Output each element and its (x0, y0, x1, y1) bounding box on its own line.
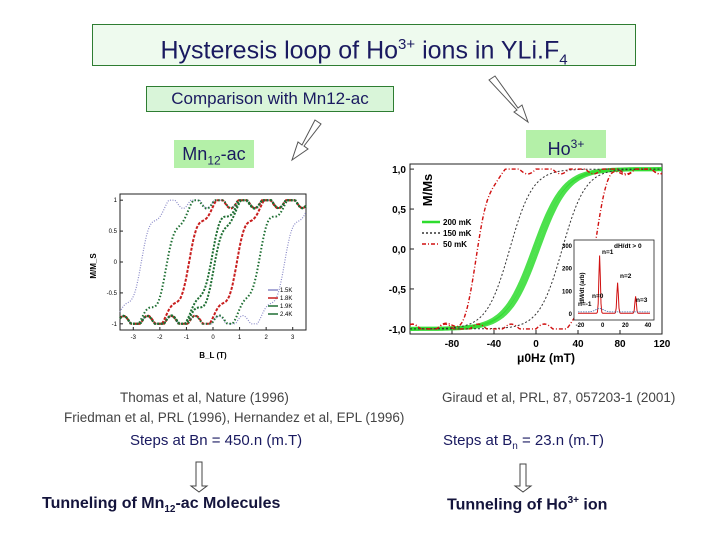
slide-title: Hysteresis loop of Ho3+ ions in YLi.F4 (92, 24, 636, 69)
mn-curve-1.8K (119, 199, 307, 325)
ho-legend-label: 50 mK (443, 240, 467, 249)
mn12-label-sub: 12 (207, 153, 221, 168)
mn-curve-1.5K (119, 199, 307, 313)
mn-curve-1.8K (119, 199, 307, 325)
ho-tunneling-conclusion: Tunneling of Ho3+ ion (447, 495, 607, 514)
ho-hysteresis-chart: -80 -40 0 40 80 120 1,0 0,5 0,0 -0,5 -1,0 200 mK 15… (389, 163, 671, 365)
mn-ytick-label: -0.5 (107, 291, 118, 297)
ho-xtick-label: -40 (487, 339, 502, 350)
arrow-to-ho-chart (488, 75, 529, 124)
ho-label: Ho3+ (526, 130, 606, 159)
ho-inset-frame (573, 239, 655, 321)
ho-label-sup: 3+ (570, 137, 585, 151)
mn-legend-label: 2.4K (280, 312, 292, 318)
arrow-to-mn-chart (291, 119, 322, 162)
ho-xtick-label: 40 (572, 339, 584, 350)
mn12-hysteresis-chart: -3 -2 -1 0 1 2 3 1 0.5 0 -0.5 -1 1.5K 1.8K 1.9K 2.4K M… (89, 193, 307, 360)
ho-label-prefix: Ho (547, 139, 571, 159)
mn-conclusion-prefix: Tunneling of Mn (42, 495, 165, 512)
mn-steps: Steps at Bn = 450.n (m.T) (130, 432, 303, 449)
ho-xtick-label: 0 (533, 339, 539, 350)
mn-xtick-label: -1 (184, 335, 190, 341)
ho-inset-annotation: n=1 (602, 249, 614, 256)
ho-xtick-label: 120 (654, 339, 671, 350)
title-sup: 3+ (398, 36, 416, 53)
ho-ytick-label: 0,0 (392, 245, 406, 256)
ho-conclusion-sup: 3+ (567, 495, 579, 506)
ho-xlabel: μ0Hz (mT) (517, 351, 575, 365)
ho-inset-xtick-label: 20 (622, 323, 629, 329)
mn-plot-frame (119, 193, 307, 331)
ho-steps-sub: n (512, 441, 518, 452)
mn-ytick-label: -1 (112, 322, 118, 328)
ho-ytick-label: -1,0 (389, 325, 407, 336)
comparison-label: Comparison with Mn12-ac (146, 86, 394, 112)
mn-reference-2: Friedman et al, PRL (1996), Hernandez et… (64, 410, 405, 425)
mn-legend-label: 1.8K (280, 296, 292, 302)
ho-inset-xtick-label: 0 (601, 323, 605, 329)
ho-inset-annotation: n=3 (636, 297, 648, 304)
ho-curve-150 mK (410, 168, 662, 330)
ho-ylabel: M/Ms (420, 174, 435, 207)
ho-inset-xtick-label: 40 (645, 323, 652, 329)
ho-xtick-label: -80 (445, 339, 460, 350)
title-middle: ions in YLi.F (415, 36, 560, 65)
mn-xtick-label: 3 (291, 335, 295, 341)
ho-ytick-label: 1,0 (392, 165, 406, 176)
mn12-label-suffix: -ac (220, 144, 246, 164)
mn-xtick-label: 1 (238, 335, 242, 341)
ho-inset-annotation: n=-1 (578, 301, 592, 308)
ho-inset-curve (578, 255, 650, 314)
ho-inset-annotation: n=2 (620, 273, 632, 280)
mn12-label-prefix: Mn (182, 144, 208, 164)
ho-legend-label: 200 mK (443, 218, 472, 227)
mn-legend-label: 1.5K (280, 288, 292, 294)
title-sub: 4 (559, 51, 568, 69)
ho-curve-50 mK (409, 168, 663, 330)
mn-conclusion-suffix: -ac Molecules (175, 495, 281, 512)
ho-reference: Giraud et al, PRL, 87, 057203-1 (2001) (442, 390, 676, 405)
arrow-down-mn (189, 461, 209, 493)
ho-inset-xtick-label: -20 (576, 323, 585, 329)
mn-legend-label: 1.9K (280, 304, 292, 310)
mn-curve-1.9K (119, 199, 307, 325)
mn-xlabel: B_L (T) (199, 351, 227, 360)
mn-ytick-label: 0 (114, 260, 118, 266)
title-prefix: Hysteresis loop of Ho (160, 36, 399, 65)
ho-inset-baseline (578, 308, 650, 313)
mn12-label: Mn12-ac (174, 140, 254, 168)
arrow-down-ho (513, 463, 533, 493)
ho-steps-prefix: Steps at B (443, 432, 513, 449)
mn-reference-1: Thomas et al, Nature (1996) (120, 390, 289, 405)
ho-inset-ytick-label: 100 (562, 289, 573, 295)
mn-xtick-label: 0 (211, 335, 215, 341)
mn-ylabel: M/M_S (89, 253, 98, 279)
ho-steps: Steps at Bn = 23.n (m.T) (443, 432, 604, 452)
ho-inset-ytick-label: 0 (569, 312, 573, 318)
ho-ytick-label: 0,5 (392, 205, 406, 216)
mn-conclusion-sub: 12 (164, 504, 176, 516)
ho-inset-ylabel: dM/dt (arb) (580, 273, 586, 304)
ho-xtick-label: 80 (614, 339, 626, 350)
ho-conclusion-suffix: ion (578, 496, 608, 514)
ho-steps-suffix: = 23.n (m.T) (517, 432, 605, 449)
mn-xtick-label: -2 (157, 335, 163, 341)
ho-inset-annotation: dH/dt > 0 (614, 243, 642, 250)
mn-xtick-label: 2 (264, 335, 268, 341)
ho-curve-50 mK (409, 168, 663, 330)
ho-ytick-label: -0,5 (389, 285, 407, 296)
mn-ytick-label: 1 (114, 198, 118, 204)
ho-legend-label: 150 mK (443, 229, 472, 238)
ho-conclusion-prefix: Tunneling of Ho (447, 496, 568, 514)
ho-inset-ytick-label: 200 (562, 267, 573, 273)
ho-inset-ytick-label: 300 (562, 244, 573, 250)
mn-xtick-label: -3 (131, 335, 137, 341)
mn-tunneling-conclusion: Tunneling of Mn12-ac Molecules (42, 495, 280, 515)
mn-ytick-label: 0.5 (109, 229, 118, 235)
ho-inset-annotation: n=0 (592, 293, 604, 300)
mn-curve-2.4K (119, 199, 307, 325)
